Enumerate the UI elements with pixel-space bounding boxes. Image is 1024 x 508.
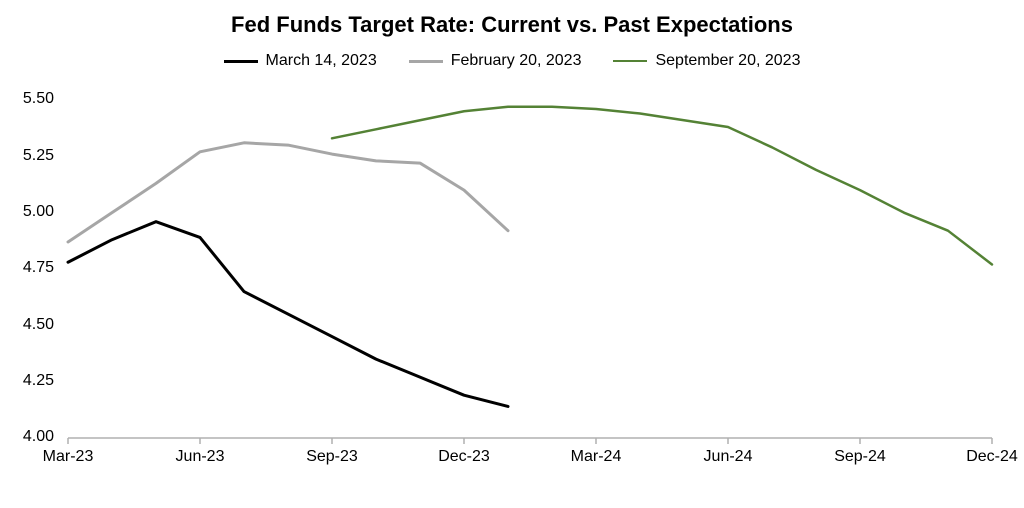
y-tick-label: 4.75	[23, 259, 54, 277]
y-tick-label: 4.25	[23, 372, 54, 390]
legend-item: February 20, 2023	[409, 52, 582, 70]
legend-swatch	[409, 60, 443, 63]
series-line	[68, 143, 508, 242]
legend-label: September 20, 2023	[655, 52, 800, 70]
y-tick-label: 5.00	[23, 203, 54, 221]
y-tick-label: 5.25	[23, 147, 54, 165]
x-tick-label: Dec-23	[438, 448, 490, 466]
legend-label: March 14, 2023	[266, 52, 377, 70]
chart-container: Fed Funds Target Rate: Current vs. Past …	[0, 0, 1024, 508]
y-tick-label: 5.50	[23, 90, 54, 108]
x-tick-label: Mar-23	[43, 448, 94, 466]
legend-label: February 20, 2023	[451, 52, 582, 70]
legend-item: March 14, 2023	[224, 52, 377, 70]
y-tick-label: 4.00	[23, 428, 54, 446]
x-tick-label: Jun-24	[704, 448, 753, 466]
chart-title: Fed Funds Target Rate: Current vs. Past …	[0, 12, 1024, 38]
legend: March 14, 2023 February 20, 2023 September…	[0, 52, 1024, 70]
legend-item: September 20, 2023	[613, 52, 800, 70]
legend-swatch	[613, 60, 647, 62]
x-tick-label: Dec-24	[966, 448, 1018, 466]
y-tick-label: 4.50	[23, 316, 54, 334]
plot-area	[60, 96, 1000, 466]
series-line	[68, 222, 508, 407]
x-tick-label: Sep-24	[834, 448, 886, 466]
x-tick-label: Mar-24	[571, 448, 622, 466]
chart-svg	[60, 96, 1000, 466]
series-line	[332, 107, 992, 265]
x-tick-label: Jun-23	[176, 448, 225, 466]
legend-swatch	[224, 60, 258, 63]
x-tick-label: Sep-23	[306, 448, 358, 466]
